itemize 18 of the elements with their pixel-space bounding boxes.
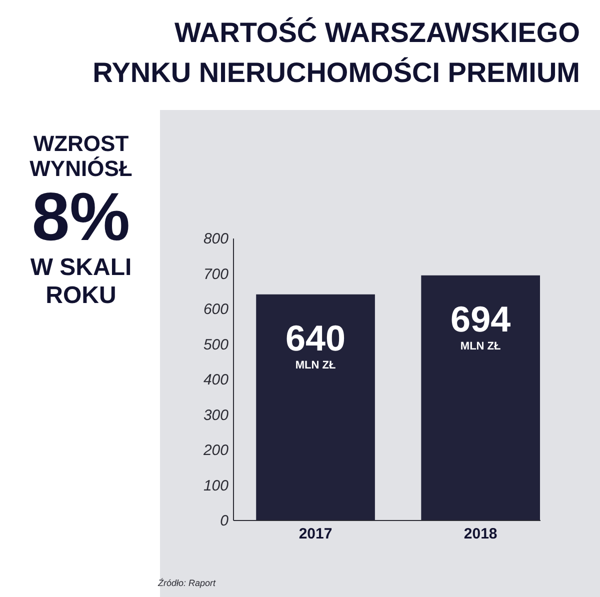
y-tick-label: 600 bbox=[203, 301, 230, 318]
x-tick-label: 2017 bbox=[298, 526, 332, 542]
y-tick-label: 400 bbox=[203, 372, 230, 388]
x-tick-label: 2018 bbox=[464, 526, 498, 542]
text: W SKALI ROKU bbox=[30, 254, 132, 309]
text: 640 MLN ZŁ bbox=[285, 317, 346, 372]
y-tick-label: 500 bbox=[203, 336, 230, 354]
y-tick-label: 200 bbox=[202, 442, 230, 459]
y-tick-label: 0 bbox=[220, 512, 230, 530]
text: 8% bbox=[32, 179, 130, 255]
y-tick-label: 300 bbox=[203, 406, 230, 424]
y-tick-label: 800 bbox=[203, 230, 230, 248]
text: 694 MLN ZŁ bbox=[450, 298, 511, 352]
y-tick-label: 700 bbox=[203, 266, 230, 283]
chart-title: WARTOŚĆ WARSZAWSKIEGO RYNKU NIERUCHOMOŚCI PREMIUM bbox=[92, 17, 580, 88]
text: WZROST WYNIÓSŁ bbox=[30, 131, 132, 181]
y-tick-label: 100 bbox=[203, 477, 230, 494]
text: Źródło: Raport bbox=[157, 578, 216, 588]
